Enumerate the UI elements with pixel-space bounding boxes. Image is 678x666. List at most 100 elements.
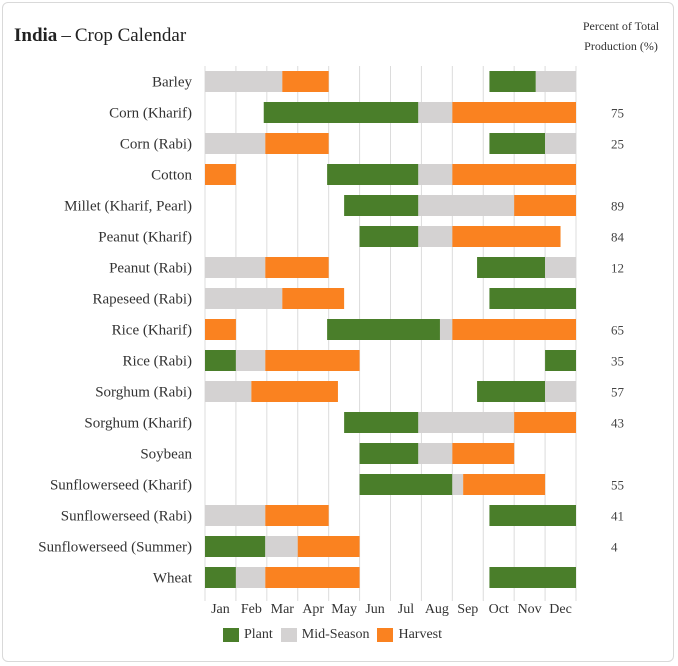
percent-value-sorghum-rabi: 57 bbox=[611, 385, 625, 400]
bar-cotton-plant bbox=[327, 164, 419, 185]
bar-rapeseed-rabi-mid bbox=[205, 288, 283, 309]
bar-rice-kharif-harvest bbox=[452, 319, 576, 340]
crop-label-rice-rabi: Rice (Rabi) bbox=[122, 354, 192, 370]
month-label-sep: Sep bbox=[457, 602, 478, 617]
bar-wheat-plant bbox=[489, 567, 576, 588]
crop-label-millet-kharif-pearl: Millet (Kharif, Pearl) bbox=[64, 199, 192, 215]
bar-sorghum-rabi-mid bbox=[205, 381, 252, 402]
bar-cotton-harvest bbox=[205, 164, 236, 185]
chart-legend: Plant Mid-Season Harvest bbox=[223, 626, 450, 644]
month-label-aug: Aug bbox=[425, 602, 449, 617]
percent-column-header: Percent of Total Production (%) bbox=[566, 16, 676, 56]
bar-sorghum-kharif-mid bbox=[418, 412, 515, 433]
bar-sunflowerseed-summer-harvest bbox=[297, 536, 360, 557]
bar-sunflowerseed-rabi-plant bbox=[489, 505, 576, 526]
crop-label-sorghum-kharif: Sorghum (Kharif) bbox=[84, 416, 192, 432]
legend-swatch-plant bbox=[223, 628, 239, 642]
month-label-jun: Jun bbox=[365, 602, 384, 617]
legend-item-mid-season: Mid-Season bbox=[280, 627, 370, 643]
percent-value-millet-kharif-pearl: 89 bbox=[611, 199, 624, 214]
bar-peanut-kharif-harvest bbox=[452, 226, 561, 247]
bar-rice-rabi-plant bbox=[545, 350, 576, 371]
month-label-jul: Jul bbox=[398, 602, 414, 617]
percent-value-peanut-kharif: 84 bbox=[611, 230, 625, 245]
percent-value-sunflowerseed-summer: 4 bbox=[611, 540, 618, 555]
legend-label-plant: Plant bbox=[244, 627, 273, 642]
bar-rice-kharif-mid bbox=[439, 319, 453, 340]
legend-swatch-harvest bbox=[377, 628, 394, 642]
bar-soybean-harvest bbox=[452, 443, 515, 464]
bar-sunflowerseed-rabi-harvest bbox=[265, 505, 329, 526]
bar-rice-rabi-harvest bbox=[265, 350, 360, 371]
bar-sunflowerseed-summer-mid bbox=[265, 536, 298, 557]
bar-barley-plant bbox=[489, 71, 536, 92]
bar-corn-kharif-harvest bbox=[452, 102, 576, 123]
month-label-feb: Feb bbox=[241, 602, 262, 617]
bar-corn-kharif-mid bbox=[418, 102, 453, 123]
percent-value-sorghum-kharif: 43 bbox=[611, 416, 624, 431]
month-label-dec: Dec bbox=[549, 602, 572, 617]
bar-wheat-plant bbox=[205, 567, 236, 588]
bar-sunflowerseed-kharif-harvest bbox=[463, 474, 546, 495]
legend-item-plant: Plant bbox=[223, 627, 273, 643]
bar-sorghum-kharif-plant bbox=[344, 412, 419, 433]
bar-corn-rabi-plant bbox=[489, 133, 546, 154]
bar-sorghum-rabi-mid bbox=[545, 381, 576, 402]
bar-wheat-harvest bbox=[265, 567, 360, 588]
bar-peanut-rabi-mid bbox=[205, 257, 266, 278]
chart-title-country: India bbox=[14, 25, 58, 46]
bar-rice-kharif-plant bbox=[327, 319, 440, 340]
bar-corn-kharif-plant bbox=[263, 102, 419, 123]
bar-rice-rabi-plant bbox=[205, 350, 236, 371]
bar-corn-rabi-harvest bbox=[265, 133, 329, 154]
bar-barley-mid bbox=[535, 71, 576, 92]
month-labels: Jan Feb Mar Apr May Jun Jul Aug Sep Oct Nov Dec bbox=[211, 602, 572, 617]
percent-header-line2: Production (%) bbox=[584, 39, 658, 53]
bar-soybean-plant bbox=[359, 443, 419, 464]
bar-barley-mid bbox=[205, 71, 283, 92]
bar-soybean-mid bbox=[418, 443, 453, 464]
crop-label-cotton: Cotton bbox=[151, 168, 192, 184]
crop-label-rapeseed-rabi: Rapeseed (Rabi) bbox=[92, 292, 192, 308]
bar-cotton-harvest bbox=[452, 164, 576, 185]
month-label-apr: Apr bbox=[302, 602, 324, 617]
bar-sunflowerseed-rabi-mid bbox=[205, 505, 266, 526]
bar-sorghum-rabi-plant bbox=[477, 381, 546, 402]
bar-corn-rabi-mid bbox=[545, 133, 576, 154]
crop-label-sorghum-rabi: Sorghum (Rabi) bbox=[95, 385, 192, 401]
month-label-mar: Mar bbox=[271, 602, 295, 617]
bar-sunflowerseed-kharif-mid bbox=[452, 474, 464, 495]
percent-value-corn-kharif: 75 bbox=[611, 106, 624, 121]
crop-label-sunflowerseed-summer: Sunflowerseed (Summer) bbox=[38, 540, 192, 556]
bar-rapeseed-rabi-harvest bbox=[282, 288, 345, 309]
calendar-bars bbox=[205, 71, 576, 588]
crop-label-corn-kharif: Corn (Kharif) bbox=[109, 106, 192, 122]
legend-swatch-mid-season bbox=[280, 628, 297, 642]
legend-label-mid-season: Mid-Season bbox=[301, 627, 370, 642]
chart-title: India – Crop Calendar bbox=[14, 25, 186, 47]
bar-rice-kharif-harvest bbox=[205, 319, 236, 340]
bar-peanut-kharif-plant bbox=[359, 226, 419, 247]
bar-peanut-kharif-mid bbox=[418, 226, 453, 247]
chart-title-dash: – bbox=[61, 25, 71, 46]
month-label-nov: Nov bbox=[518, 602, 542, 617]
percent-value-peanut-rabi: 12 bbox=[611, 261, 624, 276]
bar-peanut-rabi-harvest bbox=[265, 257, 329, 278]
bar-rapeseed-rabi-plant bbox=[489, 288, 576, 309]
percent-value-corn-rabi: 25 bbox=[611, 137, 624, 152]
legend-label-harvest: Harvest bbox=[398, 627, 442, 642]
crop-label-sunflowerseed-rabi: Sunflowerseed (Rabi) bbox=[61, 509, 192, 525]
bar-peanut-rabi-mid bbox=[545, 257, 576, 278]
crop-label-corn-rabi: Corn (Rabi) bbox=[120, 137, 192, 153]
crop-label-barley: Barley bbox=[152, 75, 192, 91]
month-label-may: May bbox=[331, 602, 357, 617]
bar-sunflowerseed-summer-plant bbox=[205, 536, 266, 557]
bar-sunflowerseed-kharif-plant bbox=[359, 474, 453, 495]
bar-corn-rabi-mid bbox=[205, 133, 266, 154]
bar-millet-kharif-pearl-mid bbox=[418, 195, 515, 216]
month-label-jan: Jan bbox=[211, 602, 230, 617]
chart-title-text: Crop Calendar bbox=[74, 25, 187, 46]
bar-rice-rabi-mid bbox=[235, 350, 266, 371]
bar-millet-kharif-pearl-plant bbox=[344, 195, 419, 216]
